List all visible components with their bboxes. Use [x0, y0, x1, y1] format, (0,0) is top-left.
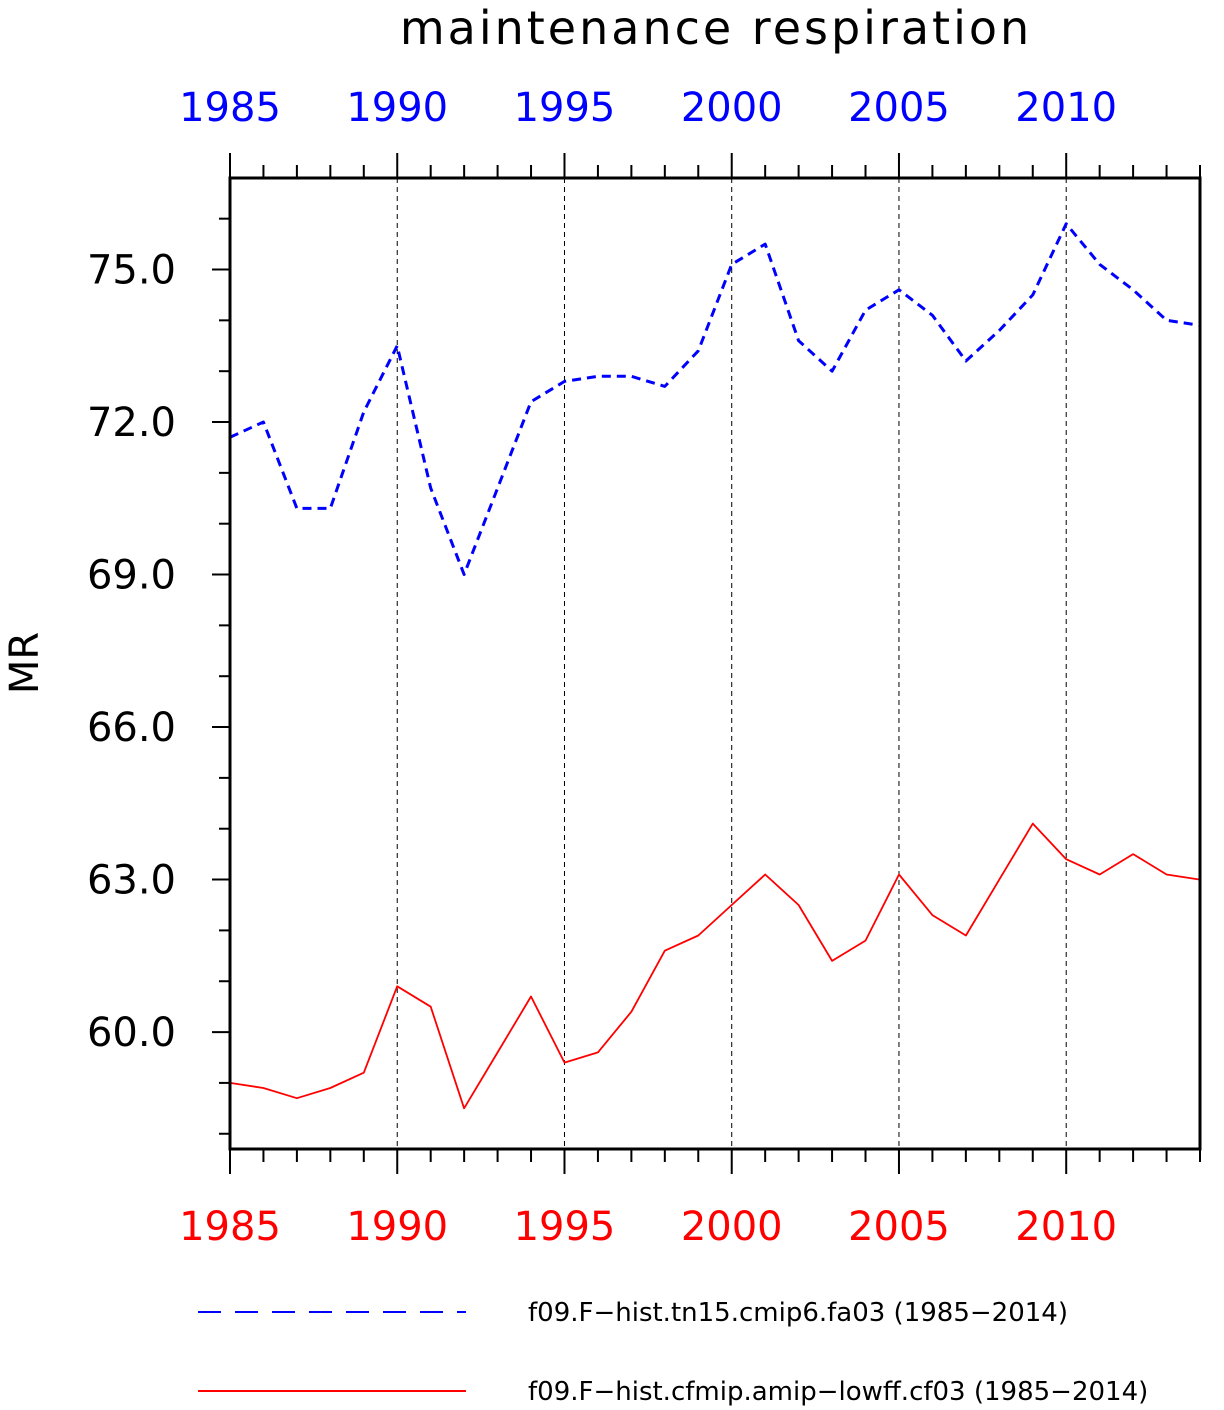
series-layer: [229, 222, 1201, 1110]
legend: f09.F−hist.tn15.cmip6.fa03 (1985−2014) f0…: [198, 1298, 1148, 1407]
y-tick-label: 69.0: [87, 553, 176, 599]
y-tick-label: 60.0: [87, 1010, 176, 1056]
y-tick-label: 66.0: [87, 705, 176, 751]
x-tick-label-top: 2005: [848, 85, 950, 131]
x-tick-labels-top: 1985 1990 1995 2000 2005 2010: [179, 85, 1117, 131]
x-tick-label-bottom: 1990: [346, 1204, 448, 1250]
x-tick-label-bottom: 1995: [514, 1204, 616, 1250]
x-tick-label-bottom: 1985: [179, 1204, 281, 1250]
x-tick-label-top: 1985: [179, 85, 281, 131]
x-tick-label-top: 2000: [681, 85, 783, 131]
x-tick-label-top: 2010: [1015, 85, 1117, 131]
legend-label-1: f09.F−hist.tn15.cmip6.fa03 (1985−2014): [528, 1298, 1068, 1328]
x-tick-label-top: 1990: [346, 85, 448, 131]
series-line-1: [229, 222, 1201, 576]
grid-lines: [396, 178, 1067, 1149]
y-axis-label: MR: [2, 632, 48, 694]
ticks: [212, 153, 1201, 1174]
x-tick-label-bottom: 2005: [848, 1204, 950, 1250]
chart-title: maintenance respiration: [400, 1, 1032, 55]
x-tick-label-bottom: 2000: [681, 1204, 783, 1250]
series-line-2: [229, 822, 1201, 1110]
y-tick-label: 75.0: [87, 248, 176, 294]
y-tick-label: 63.0: [87, 858, 176, 904]
x-tick-labels-bottom: 1985 1990 1995 2000 2005 2010: [179, 1204, 1117, 1250]
x-tick-label-top: 1995: [514, 85, 616, 131]
y-tick-label: 72.0: [87, 400, 176, 446]
plot-frame: [228, 176, 1202, 1151]
x-tick-label-bottom: 2010: [1015, 1204, 1117, 1250]
legend-label-2: f09.F−hist.cfmip.amip−lowff.cf03 (1985−2…: [528, 1377, 1148, 1407]
y-tick-labels: 60.0 63.0 66.0 69.0 72.0 75.0: [87, 248, 176, 1057]
